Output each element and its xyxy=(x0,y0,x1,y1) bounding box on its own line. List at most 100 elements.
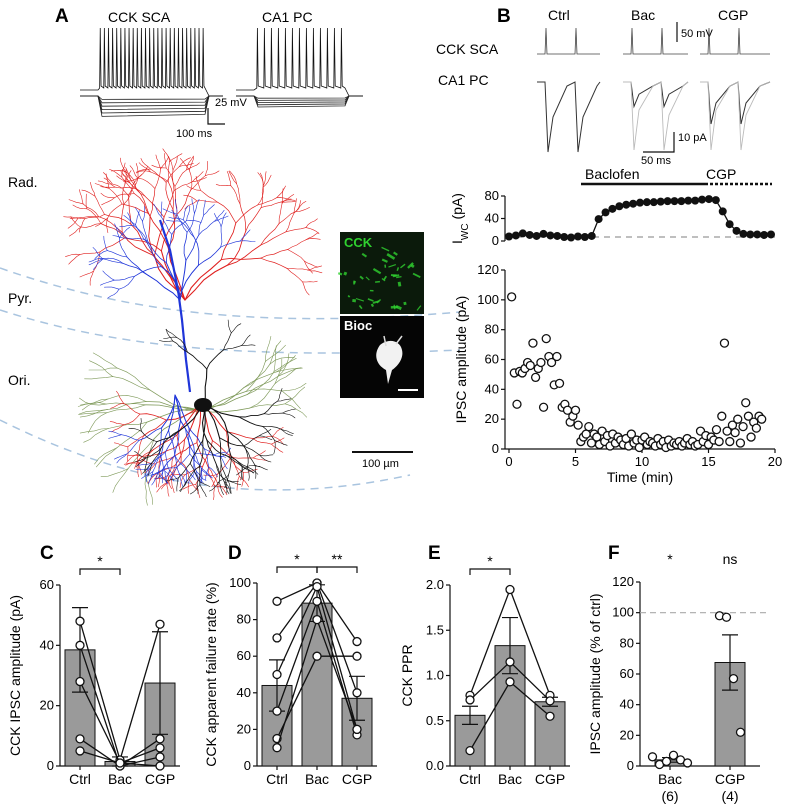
neurite xyxy=(137,177,156,189)
neurite xyxy=(182,484,197,490)
neurite xyxy=(93,258,104,270)
neurite xyxy=(111,424,125,433)
neurite xyxy=(85,193,88,210)
inset-label-cck: CCK xyxy=(344,235,373,250)
neurite xyxy=(246,465,261,467)
neurite xyxy=(194,452,203,471)
neurite xyxy=(239,476,249,488)
ipsc-point xyxy=(634,442,644,453)
neurite xyxy=(240,229,251,242)
neurite xyxy=(179,474,186,488)
neurite xyxy=(223,332,232,351)
y-axis-label: IWC (pA) xyxy=(449,193,471,244)
neurite xyxy=(189,440,204,464)
neurite xyxy=(174,394,190,429)
ipsc-point xyxy=(714,436,724,447)
cck-fiber xyxy=(381,258,388,263)
cell-point xyxy=(155,734,165,744)
neurite xyxy=(224,479,239,482)
holding-current-point xyxy=(656,197,665,206)
neurite xyxy=(200,467,202,482)
holding-current-point xyxy=(767,230,775,239)
neurite xyxy=(81,398,109,411)
neurite xyxy=(220,456,228,469)
neurite xyxy=(92,352,118,369)
ipsc-point xyxy=(757,414,767,424)
neurite xyxy=(160,214,178,252)
y-tick-label: 1.0 xyxy=(426,668,444,683)
neurite xyxy=(135,457,147,467)
ipsc-point xyxy=(546,357,557,368)
holding-current-point xyxy=(677,197,686,206)
holding-current-point xyxy=(649,198,658,207)
trace-title-ca1-pc: CA1 PC xyxy=(262,9,313,25)
neurite xyxy=(123,413,141,426)
neurite xyxy=(176,434,182,463)
neurite xyxy=(272,427,284,437)
neurite xyxy=(180,158,190,171)
cell-point xyxy=(352,651,362,661)
neurite xyxy=(243,371,277,389)
significance-marker: * xyxy=(487,553,493,569)
neurite xyxy=(144,476,148,506)
panel-a: A CCK SCA CA1 PC 25 mV 100 ms Rad. Pyr. … xyxy=(0,6,461,506)
neurite xyxy=(142,220,148,242)
cell-point xyxy=(505,657,515,667)
cck-fiber xyxy=(412,272,421,279)
neurite xyxy=(134,456,143,469)
neurite xyxy=(138,427,163,441)
neurite xyxy=(72,204,88,210)
neurite xyxy=(260,257,288,269)
holding-current-point xyxy=(670,197,679,206)
neurite xyxy=(148,213,169,249)
neurite xyxy=(79,409,108,418)
neurite xyxy=(109,169,123,178)
neurite xyxy=(243,435,260,447)
neurite xyxy=(79,251,101,255)
neurite xyxy=(236,476,240,491)
neurite xyxy=(174,429,180,456)
cck-fiber xyxy=(343,271,348,276)
ipsc-trace xyxy=(623,81,689,109)
neurite xyxy=(160,266,181,301)
y-tick-label: 0.5 xyxy=(426,713,444,728)
neurite xyxy=(176,477,179,492)
neurite xyxy=(124,237,162,252)
neurite xyxy=(102,270,115,281)
histology-inset: CCK Bioc xyxy=(337,232,424,398)
holding-current-point xyxy=(711,196,720,205)
neurite xyxy=(286,268,303,283)
holding-current-point xyxy=(636,198,644,207)
cck-fiber xyxy=(400,263,406,269)
holding-current-point xyxy=(573,232,582,241)
neurite xyxy=(137,449,155,462)
panel-label-c: C xyxy=(40,543,54,564)
neurite xyxy=(277,388,283,402)
cck-fiber xyxy=(393,251,398,256)
scale-bar-v-label: 25 mV xyxy=(215,97,247,109)
neurite xyxy=(116,421,148,448)
cck-fiber xyxy=(372,268,382,275)
n-label: (4) xyxy=(721,788,738,804)
neurite xyxy=(241,472,245,487)
significance-bracket xyxy=(79,568,121,575)
neurite xyxy=(127,454,143,457)
neurite xyxy=(185,428,195,454)
neurite xyxy=(84,214,105,219)
y-axis-label: CCK IPSC amplitude (pA) xyxy=(7,595,23,756)
neurite xyxy=(112,468,129,493)
neurite xyxy=(262,426,282,430)
neurite xyxy=(227,480,242,485)
neurite xyxy=(226,430,232,458)
neurite xyxy=(207,466,215,486)
neurite xyxy=(229,458,244,473)
bar xyxy=(534,701,566,767)
neurite xyxy=(167,161,170,183)
neurite xyxy=(226,431,231,460)
cell-point xyxy=(272,743,282,753)
neurite xyxy=(196,471,204,483)
ipsc-point xyxy=(746,432,756,442)
cell-point xyxy=(155,619,165,629)
presynaptic-spike-trace xyxy=(623,27,688,55)
neurite xyxy=(135,210,140,225)
